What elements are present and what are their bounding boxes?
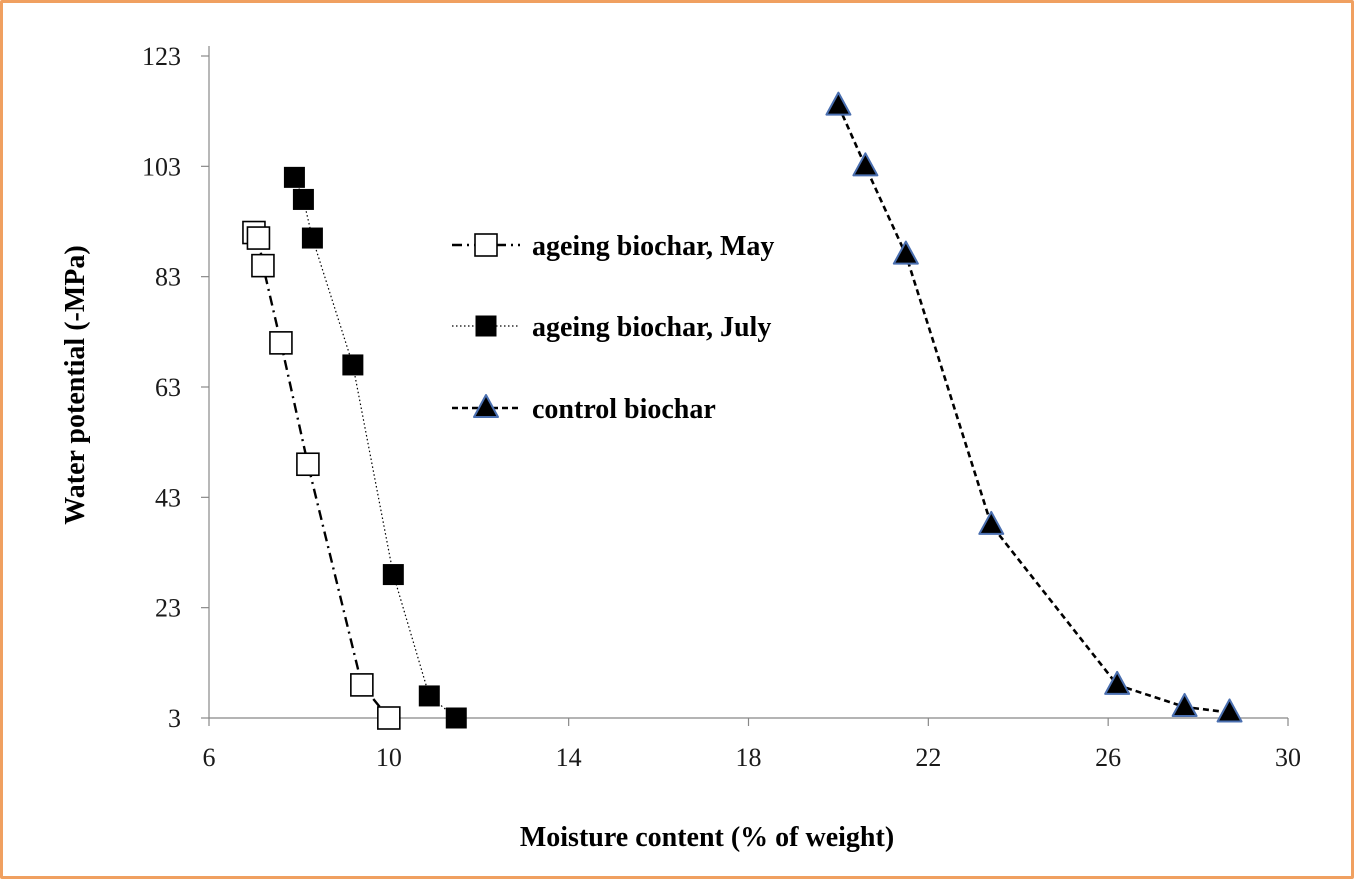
data-point [445, 707, 467, 729]
legend-label: ageing biochar, May [532, 231, 774, 262]
data-point [342, 354, 364, 376]
legend-marker [473, 394, 499, 418]
legend-label: control biochar [532, 394, 716, 425]
series-3 [825, 91, 1243, 723]
data-point [892, 240, 919, 265]
legend-item-1: ageing biochar, May [452, 231, 774, 262]
series-line [253, 231, 390, 719]
y-tick-label: 123 [142, 42, 181, 71]
data-point [292, 188, 314, 210]
x-tick-label: 10 [376, 743, 402, 772]
data-point [301, 227, 323, 249]
legend-label: ageing biochar, July [532, 312, 771, 343]
y-tick-label: 83 [155, 263, 181, 292]
x-tick-label: 14 [556, 743, 582, 772]
y-tick-label: 63 [155, 373, 181, 402]
data-point [978, 510, 1005, 535]
legend-marker [474, 233, 498, 257]
data-point [296, 452, 320, 477]
y-tick-label: 23 [155, 594, 181, 623]
data-point [1104, 670, 1131, 695]
series-layer [242, 91, 1243, 730]
data-point [377, 706, 401, 730]
data-point [825, 91, 852, 116]
data-point [852, 152, 879, 177]
x-axis-title: Moisture content (% of weight) [520, 822, 894, 853]
y-axis-title: Water potential (-MPa) [60, 245, 91, 524]
x-tick-label: 22 [915, 743, 941, 772]
data-point [1171, 692, 1198, 717]
data-point [382, 564, 404, 586]
data-point [246, 226, 271, 250]
legend: ageing biochar, May ageing biochar, July c… [452, 231, 774, 425]
x-tick-label: 30 [1275, 743, 1301, 772]
data-point [418, 685, 440, 707]
data-point [350, 673, 374, 697]
series-line [293, 177, 457, 719]
x-tick-label: 6 [203, 743, 216, 772]
y-tick-label: 43 [155, 483, 181, 512]
data-point [1216, 698, 1243, 723]
axes: 3 23 43 63 83 103 123 6 10 14 18 22 26 30 [142, 42, 1301, 772]
legend-marker [475, 315, 497, 337]
legend-item-3: control biochar [452, 394, 716, 425]
data-point [283, 166, 305, 188]
data-point [269, 331, 293, 355]
x-tick-label: 18 [736, 743, 762, 772]
series-2 [283, 166, 467, 729]
x-tick-label: 26 [1095, 743, 1121, 772]
y-tick-label: 103 [142, 152, 181, 181]
y-tick-label: 3 [168, 704, 181, 733]
data-point [251, 253, 275, 278]
legend-item-2: ageing biochar, July [452, 312, 771, 343]
series-line [837, 105, 1230, 714]
series-1 [242, 220, 401, 730]
